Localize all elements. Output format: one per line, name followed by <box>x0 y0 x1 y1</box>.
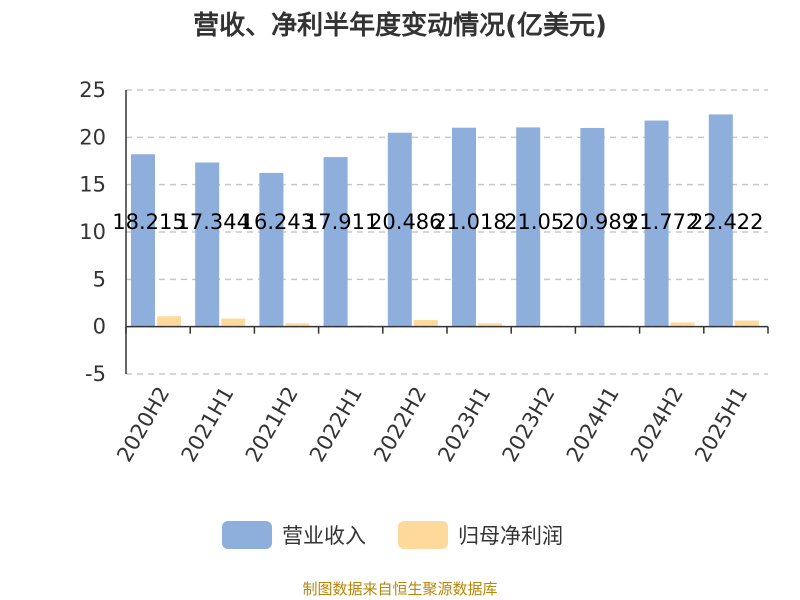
y-tick-label: 20 <box>79 125 106 149</box>
bars <box>131 114 759 327</box>
x-tick-label: 2021H2 <box>241 383 303 467</box>
x-axis: 2020H2 2021H1 2021H2 2022H1 2022H2 2023H1 2023… <box>112 325 769 467</box>
x-tick-label: 2025H1 <box>690 383 752 467</box>
legend-item-net-profit[interactable]: 归母净利润 <box>398 521 563 549</box>
bar-net-profit[interactable] <box>734 320 759 327</box>
y-tick-label: 5 <box>93 267 106 291</box>
x-tick-label: 2024H2 <box>626 383 688 467</box>
y-tick-label: 0 <box>93 315 106 339</box>
data-label: 20.989 <box>562 210 635 234</box>
data-label: 21.018 <box>433 210 506 234</box>
bar-revenue[interactable] <box>644 120 669 327</box>
x-tick-label: 2021H1 <box>177 383 239 467</box>
legend-item-revenue[interactable]: 营业收入 <box>222 521 366 549</box>
bar-net-profit[interactable] <box>670 322 695 327</box>
bar-revenue[interactable] <box>387 132 412 327</box>
x-tick-label: 2020H2 <box>112 383 174 467</box>
bar-net-profit[interactable] <box>221 318 246 327</box>
data-label: 22.422 <box>690 210 763 234</box>
bar-revenue[interactable] <box>708 114 733 327</box>
data-label: 21.05 <box>504 210 564 234</box>
bar-revenue[interactable] <box>259 172 284 327</box>
data-label: 17.344 <box>176 210 249 234</box>
bar-revenue[interactable] <box>580 127 605 327</box>
data-labels: 18.21517.34416.24317.91120.48621.01821.0… <box>112 210 763 234</box>
data-label: 17.911 <box>305 210 378 234</box>
bar-net-profit[interactable] <box>157 316 181 327</box>
data-label: 20.486 <box>369 210 442 234</box>
chart-title: 营收、净利半年度变动情况(亿美元) <box>193 10 607 41</box>
y-tick-label: 10 <box>79 220 106 244</box>
bar-net-profit[interactable] <box>285 323 310 327</box>
legend-swatch <box>222 521 272 549</box>
legend-label: 归母净利润 <box>458 524 563 548</box>
bar-revenue[interactable] <box>452 127 476 327</box>
x-tick-label: 2022H1 <box>305 383 367 467</box>
source-note: 制图数据来自恒生聚源数据库 <box>302 580 497 598</box>
bar-revenue[interactable] <box>131 154 155 327</box>
y-tick-label: 25 <box>79 78 106 102</box>
x-tick-label: 2023H2 <box>498 383 560 467</box>
bar-revenue[interactable] <box>516 127 541 327</box>
y-tick-label: -5 <box>85 362 106 386</box>
bar-net-profit[interactable] <box>413 320 438 327</box>
bar-revenue[interactable] <box>323 157 348 327</box>
x-tick-label: 2024H1 <box>562 383 624 467</box>
legend-label: 营业收入 <box>282 524 366 548</box>
bar-net-profit[interactable] <box>478 323 502 327</box>
x-tick-label: 2022H2 <box>369 383 431 467</box>
x-tick-label: 2023H1 <box>433 382 495 466</box>
legend-swatch <box>398 521 448 549</box>
data-label: 21.772 <box>626 210 699 234</box>
y-tick-label: 15 <box>79 173 106 197</box>
data-label: 16.243 <box>241 210 314 234</box>
legend[interactable]: 营业收入 归母净利润 <box>222 521 563 549</box>
data-label: 18.215 <box>112 210 185 234</box>
bar-revenue[interactable] <box>195 162 220 327</box>
